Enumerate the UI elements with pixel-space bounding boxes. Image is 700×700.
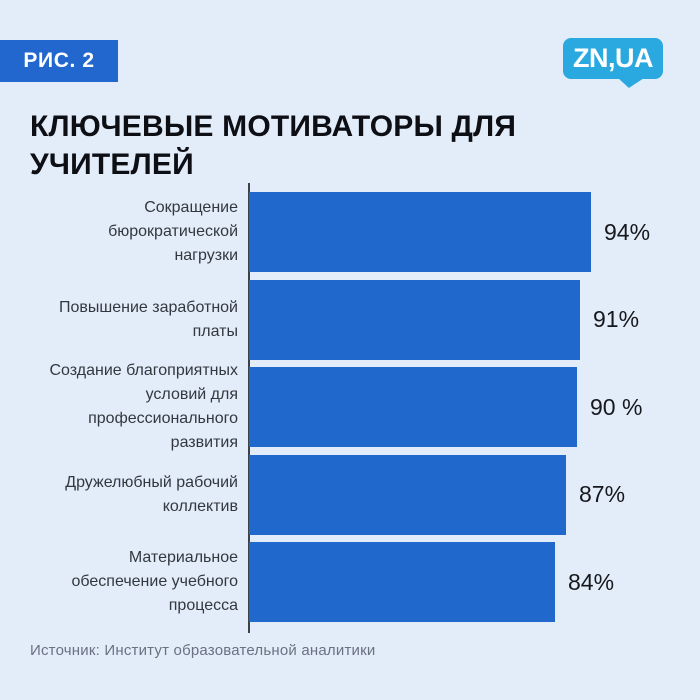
chart-row: Дружелюбный рабочий коллектив 87% bbox=[30, 454, 680, 535]
chart-row: Материальное обеспечение учебного процес… bbox=[30, 542, 680, 622]
bar-wrap: 91% bbox=[249, 279, 640, 360]
value-label: 84% bbox=[568, 568, 615, 595]
bar bbox=[249, 192, 591, 272]
value-label: 94% bbox=[604, 218, 651, 245]
logo-speech-tail bbox=[618, 78, 644, 88]
bar bbox=[249, 542, 555, 622]
source-caption: Источник: Институт образовательной анали… bbox=[30, 642, 376, 659]
category-label: Материальное обеспечение учебного процес… bbox=[71, 549, 239, 614]
category-label: Повышение заработной платы bbox=[59, 298, 238, 340]
value-label: 91% bbox=[593, 306, 640, 332]
bar bbox=[249, 367, 577, 447]
page-title: КЛЮЧЕВЫЕ МОТИВАТОРЫ ДЛЯ УЧИТЕЛЕЙ bbox=[30, 110, 517, 181]
bar-wrap: 84% bbox=[249, 542, 614, 622]
figure-number-badge: РИС. 2 bbox=[0, 40, 118, 82]
chart-row: Создание благоприятных условий для профе… bbox=[30, 362, 680, 451]
category-label: Дружелюбный рабочий коллектив bbox=[65, 473, 238, 515]
chart-row: Повышение заработной платы 91% bbox=[30, 279, 680, 360]
bar-wrap: 87% bbox=[249, 454, 626, 535]
znua-logo-text: ZN,UA bbox=[573, 43, 654, 73]
znua-logo: ZN,UA bbox=[563, 38, 663, 88]
bar bbox=[249, 454, 566, 535]
value-label: 90 % bbox=[590, 393, 643, 420]
bar bbox=[249, 279, 580, 360]
chart-rows: Сокращение бюрократической нагрузки 94% По… bbox=[30, 192, 680, 622]
category-label: Сокращение бюрократической нагрузки bbox=[108, 199, 238, 264]
chart-row: Сокращение бюрократической нагрузки 94% bbox=[30, 192, 680, 272]
value-label: 87% bbox=[579, 481, 626, 507]
bar-wrap: 94% bbox=[249, 192, 650, 272]
category-label: Создание благоприятных условий для профе… bbox=[49, 362, 239, 451]
bar-chart: Сокращение бюрократической нагрузки 94% По… bbox=[30, 183, 680, 633]
bar-wrap: 90 % bbox=[249, 367, 642, 447]
figure-number-label: РИС. 2 bbox=[23, 49, 95, 72]
